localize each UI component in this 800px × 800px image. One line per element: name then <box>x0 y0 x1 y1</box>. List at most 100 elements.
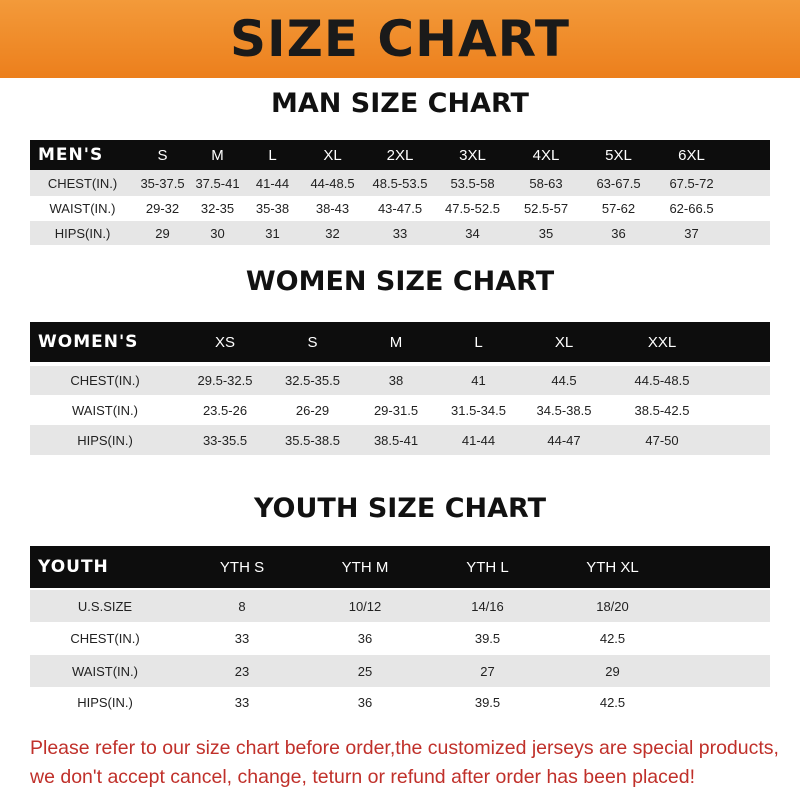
measure-label-cell: CHEST(IN.) <box>70 373 140 388</box>
table-cell: 33-35.5 <box>202 432 248 448</box>
table-cell: 26-29 <box>295 402 330 418</box>
table-cell: 38.5-42.5 <box>634 402 690 418</box>
table-row: HIPS(IN.) 29 30 31 32 33 34 35 36 37 <box>30 221 770 245</box>
table-row: HIPS(IN.) 33 36 39.5 42.5 <box>30 687 770 718</box>
table-cell: 41-44 <box>461 432 496 448</box>
table-cell: 42.5 <box>599 631 626 646</box>
size-header-cell: L <box>474 333 483 351</box>
size-header-cell: YTH S <box>219 558 265 576</box>
table-cell: 44.5-48.5 <box>634 373 690 388</box>
size-header-cell: 4XL <box>532 146 560 164</box>
size-header-cell: 5XL <box>605 146 632 164</box>
size-header-cell: YTH L <box>466 558 509 576</box>
size-header-cell: 3XL <box>459 146 486 164</box>
table-row: HIPS(IN.) 33-35.5 35.5-38.5 38.5-41 41-44 44-… <box>30 425 770 455</box>
table-cell: 23 <box>234 663 250 679</box>
table-cell: 34 <box>465 225 480 241</box>
men-size-table: MEN'S S M L XL 2XL 3XL 4XL 5XL 6XL CHEST(IN.) 35-37… <box>30 140 770 245</box>
table-cell: 44-48.5 <box>310 175 355 191</box>
table-header-row: WOMEN'S XS S M L XL XXL <box>30 322 770 362</box>
table-cell: 8 <box>238 598 246 614</box>
table-title-cell: YOUTH <box>38 557 109 577</box>
table-cell: 42.5 <box>599 695 626 710</box>
table-cell: 67.5-72 <box>669 175 714 191</box>
table-cell: 58-63 <box>529 175 563 191</box>
table-cell: 31 <box>265 225 280 241</box>
size-header-cell: XXL <box>647 333 677 351</box>
table-cell: 27 <box>480 663 495 679</box>
measure-label-cell: U.S.SIZE <box>77 598 133 614</box>
measure-label-cell: CHEST(IN.) <box>47 175 118 191</box>
measure-label-cell: HIPS(IN.) <box>77 695 133 710</box>
table-cell: 10/12 <box>348 598 382 614</box>
banner-title: SIZE CHART <box>229 10 571 68</box>
table-cell: 29-32 <box>145 201 180 216</box>
table-cell: 35-38 <box>255 201 290 216</box>
table-title-cell: MEN'S <box>38 145 104 165</box>
measure-label-cell: HIPS(IN.) <box>77 432 133 448</box>
measure-label-cell: WAIST(IN.) <box>49 201 116 216</box>
table-cell: 53.5-58 <box>450 175 495 191</box>
table-cell: 43-47.5 <box>377 201 423 216</box>
table-row: CHEST(IN.) 29.5-32.5 32.5-35.5 38 41 44.5 44.5… <box>30 366 770 395</box>
size-header-cell: M <box>211 146 224 164</box>
table-row: WAIST(IN.) 29-32 32-35 35-38 38-43 43-47.5 47.… <box>30 196 770 221</box>
size-header-cell: S <box>307 333 318 351</box>
table-cell: 33 <box>392 225 408 241</box>
table-cell: 36 <box>357 695 373 710</box>
table-cell: 29-31.5 <box>373 402 419 418</box>
table-cell: 57-62 <box>601 201 636 216</box>
table-cell: 47.5-52.5 <box>445 201 500 216</box>
size-header-cell: 6XL <box>678 146 705 164</box>
table-cell: 38.5-41 <box>373 432 419 448</box>
measure-label-cell: WAIST(IN.) <box>72 663 138 679</box>
size-header-cell: YTH XL <box>586 558 639 576</box>
table-cell: 32.5-35.5 <box>285 373 340 388</box>
table-cell: 29 <box>155 225 170 241</box>
table-cell: 29.5-32.5 <box>197 373 253 388</box>
table-cell: 38 <box>388 373 404 388</box>
measure-label-cell: CHEST(IN.) <box>70 631 140 646</box>
table-cell: 30 <box>210 225 225 241</box>
table-cell: 63-67.5 <box>596 175 641 191</box>
table-cell: 52.5-57 <box>523 201 569 216</box>
table-cell: 35.5-38.5 <box>285 432 340 448</box>
size-chart-banner: SIZE CHART <box>0 0 800 78</box>
youth-size-table: YOUTH YTH S YTH M YTH L YTH XL U.S.SIZE 8 10/12… <box>30 546 770 718</box>
notice-line-2: we don't accept cancel, change, teturn o… <box>30 766 695 788</box>
table-cell: 35-37.5 <box>140 175 185 191</box>
women-title: WOMEN SIZE CHART <box>245 266 555 297</box>
men-title: MAN SIZE CHART <box>271 88 529 119</box>
table-cell: 39.5 <box>474 695 501 710</box>
table-cell: 37 <box>684 225 699 241</box>
measure-label-cell: WAIST(IN.) <box>72 402 138 418</box>
table-cell: 33 <box>234 631 250 646</box>
table-cell: 36 <box>357 631 373 646</box>
table-cell: 39.5 <box>474 631 501 646</box>
measure-label-cell: HIPS(IN.) <box>54 225 111 241</box>
size-header-cell: 2XL <box>386 146 414 164</box>
size-header-cell: M <box>389 333 403 351</box>
table-cell: 18/20 <box>596 598 629 614</box>
table-header-row: MEN'S S M L XL 2XL 3XL 4XL 5XL 6XL <box>30 140 770 170</box>
table-header-row: YOUTH YTH S YTH M YTH L YTH XL <box>30 546 770 588</box>
table-cell: 32-35 <box>200 201 235 216</box>
table-cell: 31.5-34.5 <box>451 402 506 418</box>
table-cell: 44-47 <box>547 432 581 448</box>
table-cell: 62-66.5 <box>669 201 714 216</box>
order-notice: Please refer to our size chart before or… <box>30 734 790 792</box>
table-cell: 36 <box>611 225 626 241</box>
table-cell: 38-43 <box>315 201 350 216</box>
table-cell: 34.5-38.5 <box>536 402 592 418</box>
table-cell: 41 <box>471 373 486 388</box>
size-header-cell: YTH M <box>341 558 389 576</box>
table-cell: 35 <box>538 225 554 241</box>
table-row: WAIST(IN.) 23 25 27 29 <box>30 655 770 687</box>
women-size-table: WOMEN'S XS S M L XL XXL CHEST(IN.) 29.5-32.5 32.5… <box>30 322 770 455</box>
size-header-cell: XS <box>214 333 235 351</box>
table-cell: 37.5-41 <box>195 175 240 191</box>
table-cell: 23.5-26 <box>202 402 248 418</box>
youth-title: YOUTH SIZE CHART <box>253 493 547 524</box>
table-cell: 32 <box>325 225 340 241</box>
table-cell: 33 <box>234 695 250 710</box>
